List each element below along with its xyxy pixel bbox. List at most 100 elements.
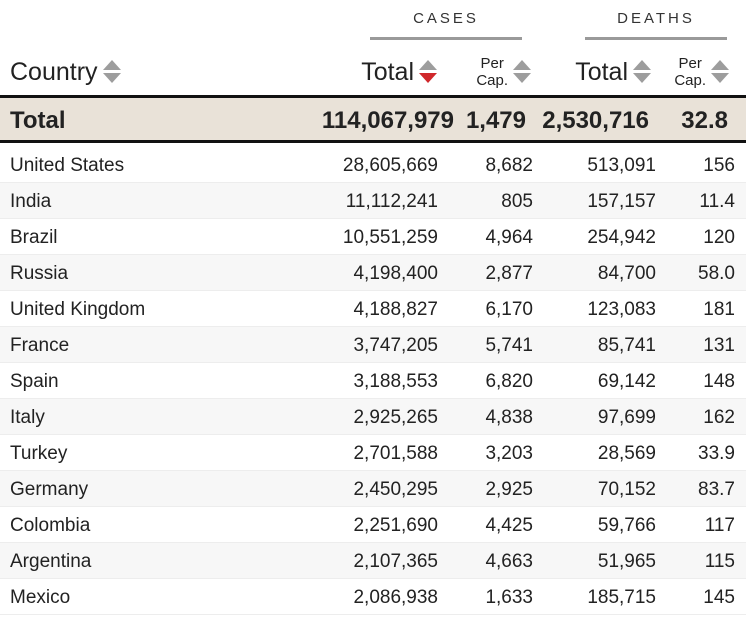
cases-percap-header-label: Per Cap. (476, 55, 508, 89)
table-row[interactable]: Colombia 2,251,690 4,425 59,766 117 (0, 507, 746, 543)
sort-down-arrow (102, 73, 121, 83)
table-row[interactable]: Brazil 10,551,259 4,964 254,942 120 (0, 219, 746, 255)
cases-total-cell: 2,251,690 (353, 515, 438, 536)
cases-total-cell: 11,112,241 (345, 191, 438, 212)
deaths-percap-cell: 33.9 (698, 443, 735, 464)
cases-total-cell: 2,925,265 (353, 407, 438, 428)
deaths-percap-column-header[interactable]: Per Cap. (666, 50, 730, 94)
sort-up-arrow (102, 60, 121, 70)
cases-percap-cell: 2,925 (485, 479, 533, 500)
country-cell: Turkey (10, 443, 68, 464)
country-cell: United Kingdom (10, 299, 146, 320)
country-cell: Colombia (10, 515, 91, 536)
deaths-percap-line2: Cap. (674, 72, 706, 89)
deaths-total-cell: 185,715 (587, 587, 656, 608)
table-row[interactable]: Argentina 2,107,365 4,663 51,965 115 (0, 543, 746, 579)
sort-up-arrow (633, 60, 651, 70)
country-cell: Argentina (10, 551, 92, 572)
cases-percap-line1: Per (480, 55, 504, 72)
totals-label: Total (10, 107, 66, 134)
deaths-total-cell: 97,699 (597, 407, 656, 428)
cases-total-column-header[interactable]: Total (330, 50, 438, 94)
country-cell: Russia (10, 263, 69, 284)
cases-percap-cell: 4,964 (485, 227, 533, 248)
cases-total-cell: 3,188,553 (353, 371, 438, 392)
cases-percap-cell: 1,633 (485, 587, 533, 608)
sort-descending-active-icon[interactable] (418, 56, 438, 88)
deaths-percap-line1: Per (678, 55, 702, 72)
cases-total-cell: 2,701,588 (353, 443, 438, 464)
table-row[interactable]: Germany 2,450,295 2,925 70,152 83.7 (0, 471, 746, 507)
deaths-percap-cell: 162 (703, 407, 735, 428)
totals-deaths-total: 2,530,716 (542, 107, 649, 134)
deaths-total-cell: 69,142 (597, 371, 656, 392)
country-cell: Italy (10, 407, 45, 428)
deaths-total-cell: 157,157 (587, 191, 656, 212)
table-row[interactable]: France 3,747,205 5,741 85,741 131 (0, 327, 746, 363)
country-header-label: Country (10, 57, 98, 86)
cases-total-cell: 2,450,295 (353, 479, 438, 500)
sort-icon[interactable] (710, 56, 730, 88)
cases-total-cell: 10,551,259 (342, 227, 438, 248)
sort-up-arrow (513, 60, 531, 70)
cases-total-cell: 28,605,669 (342, 155, 438, 176)
cases-group-label: CASES (413, 10, 479, 27)
cases-total-cell: 2,086,938 (353, 587, 438, 608)
country-cell: India (10, 191, 52, 212)
deaths-percap-cell: 11.4 (699, 191, 735, 212)
deaths-percap-header-label: Per Cap. (674, 55, 706, 89)
deaths-total-cell: 28,569 (597, 443, 656, 464)
deaths-total-cell: 123,083 (587, 299, 656, 320)
sort-up-arrow (419, 60, 437, 70)
cases-percap-cell: 6,170 (485, 299, 533, 320)
table-row[interactable]: United States 28,605,669 8,682 513,091 1… (0, 147, 746, 183)
deaths-total-cell: 51,965 (597, 551, 656, 572)
table-row[interactable]: India 11,112,241 805 157,157 11.4 (0, 183, 746, 219)
cases-total-cell: 4,188,827 (353, 299, 438, 320)
sort-icon[interactable] (102, 56, 122, 88)
cases-percap-cell: 4,838 (485, 407, 533, 428)
sort-icon[interactable] (632, 56, 652, 88)
deaths-total-cell: 59,766 (597, 515, 656, 536)
table-row[interactable]: Italy 2,925,265 4,838 97,699 162 (0, 399, 746, 435)
deaths-percap-cell: 145 (703, 587, 735, 608)
deaths-percap-cell: 120 (703, 227, 735, 248)
totals-row: Total 114,067,979 1,479 2,530,716 32.8 (0, 95, 746, 143)
cases-percap-cell: 6,820 (485, 371, 533, 392)
deaths-total-cell: 513,091 (587, 155, 656, 176)
country-column-header[interactable]: Country (10, 50, 140, 94)
sort-down-arrow (513, 73, 531, 83)
country-rows: United States 28,605,669 8,682 513,091 1… (0, 147, 746, 615)
cases-total-cell: 3,747,205 (353, 335, 438, 356)
totals-cases-percap: 1,479 (465, 107, 526, 134)
cases-percap-cell: 3,203 (485, 443, 533, 464)
cases-total-header-label: Total (361, 57, 414, 86)
deaths-total-cell: 70,152 (597, 479, 656, 500)
sort-up-arrow (711, 60, 729, 70)
table-row[interactable]: United Kingdom 4,188,827 6,170 123,083 1… (0, 291, 746, 327)
country-cell: Brazil (10, 227, 58, 248)
cases-percap-cell: 4,425 (485, 515, 533, 536)
country-cell: Germany (10, 479, 89, 500)
table-row[interactable]: Turkey 2,701,588 3,203 28,569 33.9 (0, 435, 746, 471)
table-row[interactable]: Mexico 2,086,938 1,633 185,715 145 (0, 579, 746, 615)
deaths-total-header-label: Total (575, 57, 628, 86)
sort-icon[interactable] (512, 56, 532, 88)
totals-deaths-percap: 32.8 (681, 107, 728, 134)
table-row[interactable]: Russia 4,198,400 2,877 84,700 58.0 (0, 255, 746, 291)
deaths-percap-cell: 148 (703, 371, 735, 392)
column-header-row: Country Total Per Cap. (0, 50, 746, 94)
country-cell: United States (10, 155, 125, 176)
table-row[interactable]: Spain 3,188,553 6,820 69,142 148 (0, 363, 746, 399)
cases-group-rule (370, 37, 522, 40)
deaths-percap-cell: 83.7 (698, 479, 735, 500)
country-cell: France (10, 335, 70, 356)
cases-percap-column-header[interactable]: Per Cap. (462, 50, 532, 94)
deaths-percap-cell: 58.0 (698, 263, 735, 284)
deaths-group-label: DEATHS (617, 10, 695, 27)
sort-down-arrow (711, 73, 729, 83)
deaths-total-cell: 85,741 (597, 335, 656, 356)
deaths-total-column-header[interactable]: Total (548, 50, 652, 94)
cases-total-cell: 4,198,400 (353, 263, 438, 284)
deaths-total-cell: 254,942 (587, 227, 656, 248)
